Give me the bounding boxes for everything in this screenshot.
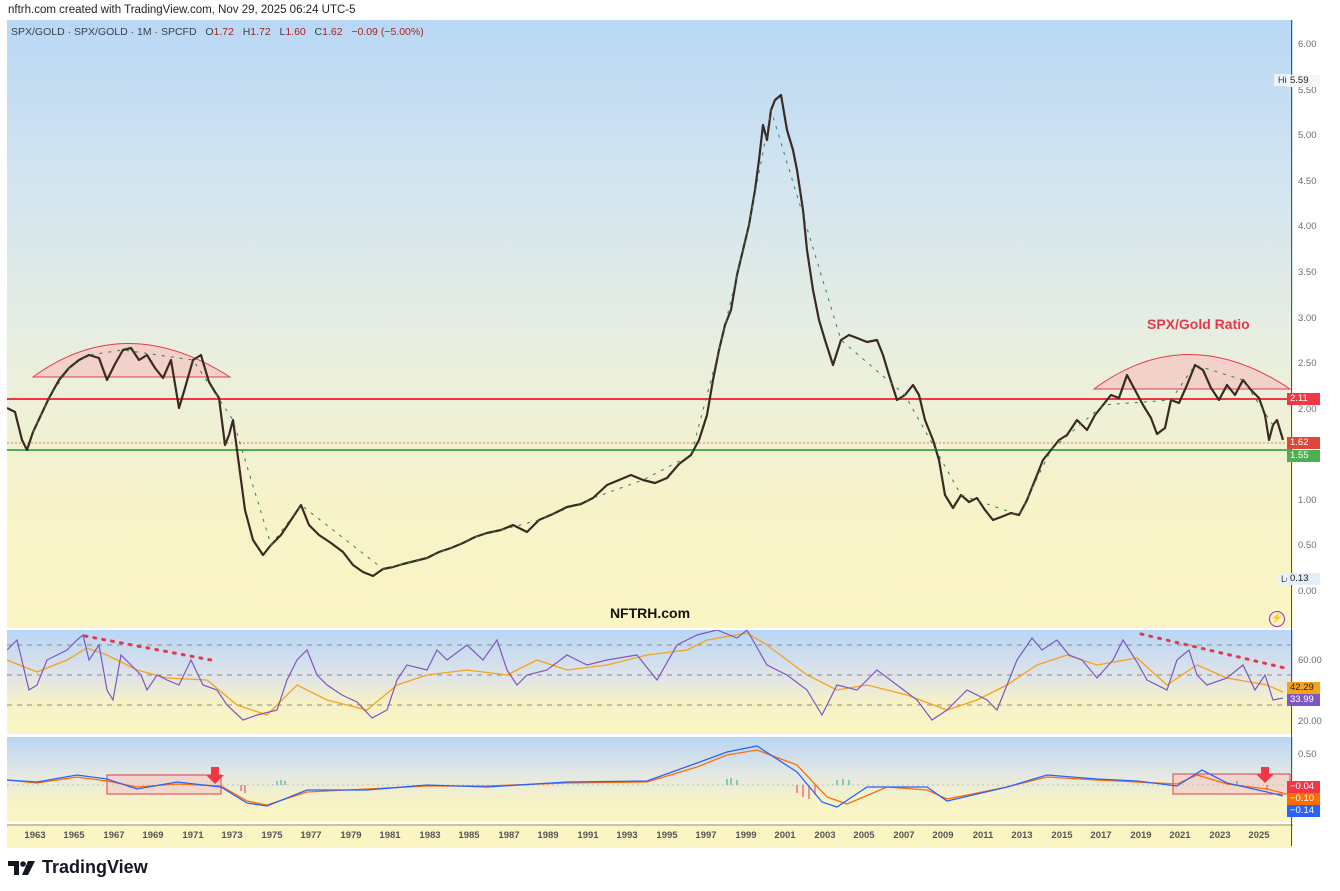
arc-1960s <box>31 343 232 378</box>
high-price-badge: 5.59 <box>1287 75 1320 87</box>
macd-value-badge: −0.14 <box>1287 805 1320 817</box>
rsi-axis-60: 60.00 <box>1298 655 1322 666</box>
open-value: 1.72 <box>213 26 234 38</box>
rsi-divergence-2020s <box>1139 632 1287 670</box>
macd-axis-050: 0.50 <box>1298 749 1317 760</box>
low-price-badge: 0.13 <box>1287 573 1320 585</box>
change-value: −0.09 (−5.00%) <box>351 26 424 38</box>
macd-histogram-badge: −0.04 <box>1287 781 1320 793</box>
price-pane[interactable]: SPX/GOLD · SPX/GOLD · 1M · SPCFD O1.72 H… <box>7 20 1302 628</box>
up-candles-hint <box>32 109 1274 570</box>
close-value: 1.62 <box>322 26 343 38</box>
rsi-line <box>7 630 1284 721</box>
rsi-ma-badge: 42.29 <box>1287 682 1320 694</box>
alert-lightning-icon[interactable]: ⚡ <box>1269 611 1285 627</box>
chart-caption: nftrh.com created with TradingView.com, … <box>8 4 356 16</box>
price-line <box>7 93 1285 578</box>
down-arrow-icon-2025 <box>1256 767 1274 783</box>
time-axis[interactable] <box>7 824 1293 848</box>
last-price-badge: 1.62 <box>1287 437 1320 449</box>
chart-annotation-title: SPX/Gold Ratio <box>1147 316 1250 332</box>
macd-line <box>7 745 1284 808</box>
tradingview-logo-icon <box>8 860 35 875</box>
low-value: 1.60 <box>285 26 306 38</box>
symbol-name: SPX/GOLD · SPX/GOLD · 1M · SPCFD <box>11 26 197 38</box>
resistance-price-badge: 2.11 <box>1287 393 1320 405</box>
macd-signal-badge: −0.10 <box>1287 793 1320 805</box>
tradingview-logo[interactable]: TradingView <box>8 857 148 878</box>
symbol-legend: SPX/GOLD · SPX/GOLD · 1M · SPCFD O1.72 H… <box>11 26 424 38</box>
price-axis-divider <box>1291 20 1292 846</box>
high-value: 1.72 <box>250 26 271 38</box>
price-plot <box>7 93 1292 578</box>
rsi-pane[interactable] <box>7 630 1293 734</box>
rsi-divergence-1960s <box>83 634 213 662</box>
watermark: NFTRH.com <box>609 605 691 621</box>
down-arrow-icon-1973 <box>206 767 224 784</box>
rsi-plot <box>7 630 1291 721</box>
signal-line <box>7 749 1284 806</box>
tradingview-brand-text: TradingView <box>42 857 148 877</box>
rsi-axis-20: 20.00 <box>1298 716 1322 727</box>
macd-histogram-up <box>276 778 1238 785</box>
chart-frame: SPX/GOLD · SPX/GOLD · 1M · SPCFD O1.72 H… <box>7 20 1302 848</box>
rsi-value-badge: 33.99 <box>1287 694 1320 706</box>
macd-pane[interactable] <box>7 737 1293 822</box>
support-price-badge: 1.55 <box>1287 450 1320 462</box>
macd-plot <box>7 745 1291 808</box>
